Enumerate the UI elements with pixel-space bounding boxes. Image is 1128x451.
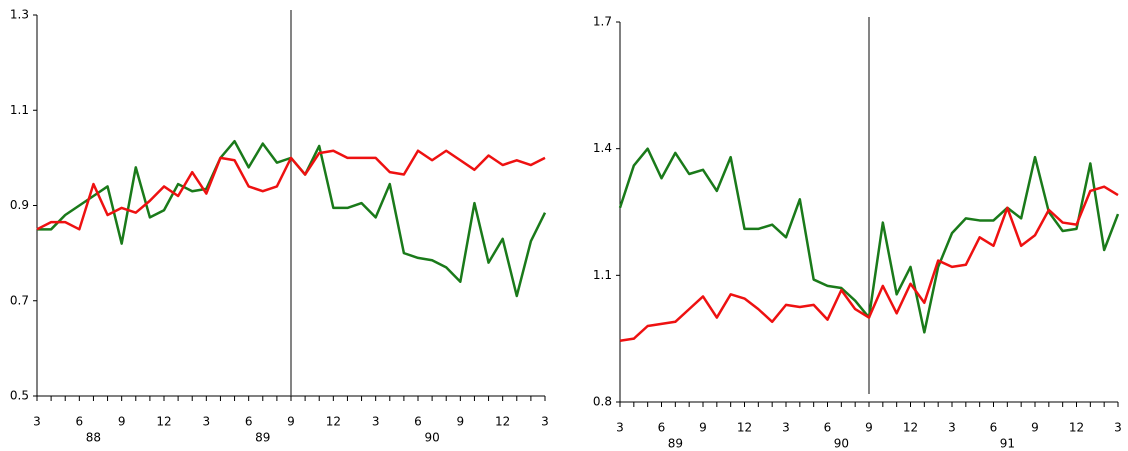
y-tick-label: 0.8 bbox=[593, 395, 612, 409]
x-tick-label: 3 bbox=[203, 415, 211, 429]
y-tick-label: 0.5 bbox=[10, 389, 29, 403]
x-tick-label: 3 bbox=[541, 415, 549, 429]
x-tick-label: 3 bbox=[948, 421, 956, 435]
y-tick-label: 1.1 bbox=[10, 103, 29, 117]
year-label: 90 bbox=[424, 431, 439, 445]
x-tick-label: 9 bbox=[1031, 421, 1039, 435]
series-line bbox=[619, 185, 1119, 343]
year-label: 91 bbox=[1000, 437, 1015, 451]
year-label: 89 bbox=[668, 437, 683, 451]
x-tick-label: 12 bbox=[1069, 421, 1084, 435]
x-tick-label: 9 bbox=[699, 421, 707, 435]
x-tick-label: 3 bbox=[33, 415, 41, 429]
x-tick-label: 9 bbox=[865, 421, 873, 435]
year-label: 89 bbox=[255, 431, 270, 445]
x-tick-label: 9 bbox=[118, 415, 126, 429]
y-tick-label: 0.9 bbox=[10, 198, 29, 212]
x-tick-label: 3 bbox=[616, 421, 624, 435]
x-tick-label: 3 bbox=[372, 415, 380, 429]
x-tick-label: 12 bbox=[737, 421, 752, 435]
x-tick-label: 6 bbox=[245, 415, 253, 429]
x-tick-label: 3 bbox=[1114, 421, 1122, 435]
y-tick-label: 0.7 bbox=[10, 293, 29, 307]
x-tick-label: 12 bbox=[326, 415, 341, 429]
y-tick-label: 1.3 bbox=[10, 8, 29, 22]
x-tick-label: 6 bbox=[990, 421, 998, 435]
x-tick-label: 9 bbox=[287, 415, 295, 429]
x-tick-label: 3 bbox=[782, 421, 790, 435]
year-label: 88 bbox=[86, 431, 101, 445]
series-line bbox=[36, 149, 546, 231]
x-tick-label: 12 bbox=[156, 415, 171, 429]
x-tick-label: 6 bbox=[76, 415, 84, 429]
x-tick-label: 12 bbox=[903, 421, 918, 435]
x-tick-label: 6 bbox=[824, 421, 832, 435]
y-tick-label: 1.4 bbox=[593, 141, 612, 155]
x-tick-label: 9 bbox=[457, 415, 465, 429]
x-tick-label: 12 bbox=[495, 415, 510, 429]
y-tick-label: 1.7 bbox=[593, 15, 612, 29]
x-tick-label: 6 bbox=[658, 421, 666, 435]
x-tick-label: 6 bbox=[414, 415, 422, 429]
y-tick-label: 1.1 bbox=[593, 268, 612, 282]
year-label: 90 bbox=[834, 437, 849, 451]
